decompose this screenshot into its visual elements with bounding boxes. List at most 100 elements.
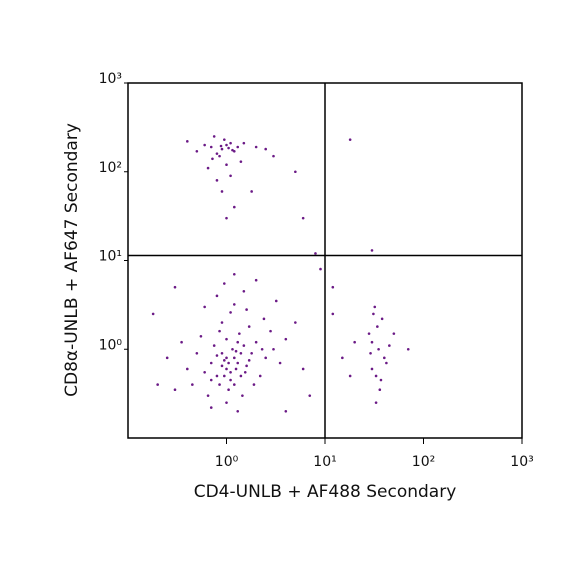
event-dot <box>231 148 234 152</box>
event-dot <box>206 166 210 170</box>
event-dot <box>218 383 221 386</box>
event-dot <box>156 383 159 386</box>
x-tick-label: 10¹ <box>313 454 336 470</box>
y-tick-label: 10¹ <box>99 249 122 265</box>
event-dot <box>232 383 236 386</box>
event-dot <box>239 160 243 163</box>
event-dot <box>372 312 375 316</box>
event-dot <box>218 329 221 333</box>
y-tick-label: 10³ <box>99 71 122 87</box>
event-dot <box>236 340 240 344</box>
event-dot <box>225 356 228 360</box>
event-dot <box>220 364 224 368</box>
event-dot <box>308 394 312 397</box>
event-dot <box>203 143 206 147</box>
event-dot <box>236 361 240 365</box>
event-dot <box>294 170 297 174</box>
x-tick-label: 10² <box>412 454 435 470</box>
event-dot <box>173 388 177 392</box>
event-dot <box>331 312 335 316</box>
event-dot <box>370 340 374 344</box>
event-dot <box>262 317 266 321</box>
event-dot <box>206 394 210 397</box>
event-dot <box>203 305 206 309</box>
event-dot <box>225 216 228 220</box>
event-dot <box>319 267 322 271</box>
event-dot <box>225 337 228 341</box>
event-dot <box>199 334 203 338</box>
event-dot <box>232 272 236 276</box>
event-dot <box>212 135 216 138</box>
event-dot <box>173 285 177 289</box>
event-dot <box>245 364 248 368</box>
event-dot <box>165 356 169 360</box>
event-dot <box>236 145 240 149</box>
event-dot <box>238 332 241 335</box>
event-dot <box>260 347 264 351</box>
event-dot <box>245 308 248 311</box>
event-dot <box>220 321 224 324</box>
event-dot <box>376 325 379 328</box>
event-dot <box>229 370 232 374</box>
event-dot <box>212 344 216 347</box>
event-dot <box>348 374 352 378</box>
event-dot <box>186 367 189 371</box>
event-dot <box>186 140 189 143</box>
event-dot <box>211 157 214 161</box>
event-dot <box>227 146 230 150</box>
event-dot <box>301 216 305 220</box>
event-dot <box>367 332 371 335</box>
event-dot <box>374 374 378 378</box>
event-dot <box>215 179 219 182</box>
event-dot <box>348 138 352 141</box>
event-dot <box>219 144 223 148</box>
event-dot <box>252 383 256 386</box>
event-dot <box>220 147 224 151</box>
event-dot <box>379 378 383 382</box>
event-dot <box>215 294 219 298</box>
event-dot <box>215 354 219 357</box>
event-dot <box>331 285 335 289</box>
event-dot <box>209 406 213 409</box>
event-dot <box>232 205 236 209</box>
event-dot <box>254 278 258 282</box>
event-dot <box>392 332 396 335</box>
event-dot <box>223 282 226 285</box>
event-dot <box>258 374 262 378</box>
event-dot <box>254 340 258 344</box>
event-dot <box>242 289 246 293</box>
event-dot <box>220 190 224 193</box>
event-dot <box>272 154 275 158</box>
event-dot <box>236 409 240 413</box>
event-dot <box>225 163 228 167</box>
event-dot <box>242 141 246 145</box>
event-dot <box>373 305 377 309</box>
event-dot <box>203 370 206 374</box>
event-dot <box>370 367 374 371</box>
event-dot <box>231 347 234 351</box>
event-dot <box>229 141 232 145</box>
event-dot <box>374 401 378 404</box>
event-dot <box>151 312 155 316</box>
event-dot <box>314 252 317 255</box>
event-dot <box>385 361 388 365</box>
event-dot <box>209 145 213 149</box>
event-dot <box>225 143 228 147</box>
event-dot <box>180 340 183 344</box>
event-dot <box>369 352 372 355</box>
event-dot <box>223 374 226 378</box>
event-dot <box>223 359 226 362</box>
event-dot <box>215 152 219 155</box>
x-tick-label: 10⁰ <box>215 454 239 470</box>
y-axis-title: CD8α-UNLB + AF647 Secondary <box>62 123 82 397</box>
event-dot <box>250 352 253 355</box>
event-dot <box>250 190 253 193</box>
event-dot <box>406 347 410 351</box>
event-dot <box>195 149 199 153</box>
event-dot <box>223 138 226 141</box>
event-dot <box>284 409 288 413</box>
event-dot <box>243 370 247 374</box>
event-dot <box>239 374 243 378</box>
event-dot <box>225 401 228 404</box>
